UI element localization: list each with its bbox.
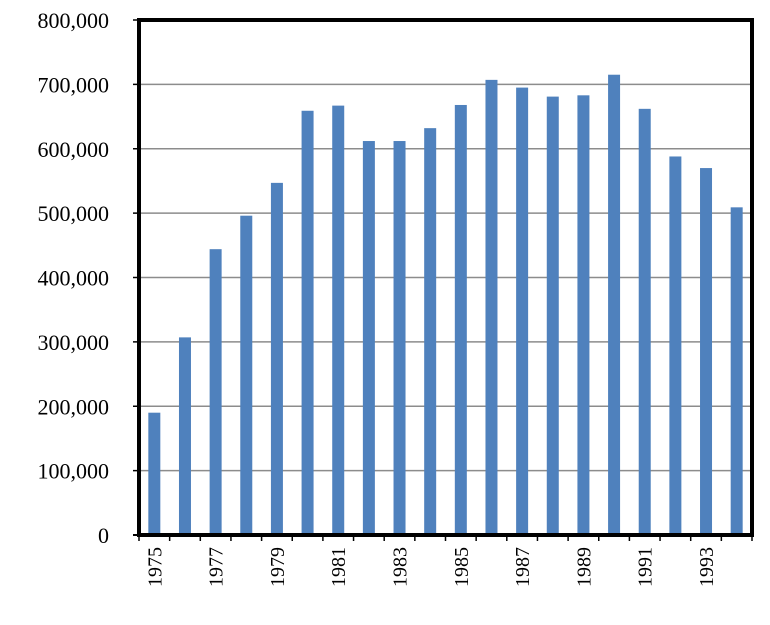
y-tick-label-3: 300,000 — [38, 330, 110, 355]
x-tick-label-1993: 1993 — [696, 547, 718, 587]
x-tick-label-1987: 1987 — [512, 547, 534, 587]
bar-1992 — [669, 156, 682, 535]
bar-1985 — [454, 104, 467, 535]
bar-1987 — [516, 87, 529, 535]
gridlines — [139, 83, 752, 472]
bar-1977 — [209, 249, 222, 536]
bar-1984 — [424, 128, 437, 535]
x-tick-label-1985: 1985 — [451, 547, 473, 587]
plot-frame — [137, 18, 754, 537]
x-tick-label-1989: 1989 — [573, 547, 595, 587]
bar-1981 — [332, 105, 345, 536]
bar-1989 — [577, 95, 590, 535]
bar-1990 — [608, 74, 621, 535]
bar-1993 — [700, 168, 713, 535]
bar-1975 — [148, 412, 161, 535]
y-tick-label-4: 400,000 — [38, 266, 110, 291]
bar-1978 — [240, 215, 253, 535]
x-tick-label-1981: 1981 — [328, 547, 350, 587]
bar-1991 — [638, 108, 651, 536]
y-tick-labels: 0 100,000 200,000 300,000 400,000 500,000 600,… — [38, 8, 110, 548]
y-tick-label-6: 600,000 — [38, 137, 110, 162]
x-tick-label-1975: 1975 — [144, 547, 166, 587]
bar-1982 — [362, 141, 375, 535]
bar-1979 — [270, 182, 283, 535]
bars — [148, 74, 743, 536]
y-tick-label-0: 0 — [98, 523, 109, 548]
y-tick-label-2: 200,000 — [38, 394, 110, 419]
bar-1994 — [730, 207, 743, 536]
x-tick-labels: 1975 1977 1979 1981 1983 1985 1987 1989 1991 1993 — [144, 547, 718, 587]
bar-1976 — [178, 337, 191, 535]
x-tick-label-1977: 1977 — [206, 547, 228, 587]
y-tick-label-7: 700,000 — [38, 72, 110, 97]
x-tick-label-1991: 1991 — [635, 547, 657, 587]
bar-1986 — [485, 79, 498, 536]
y-tick-label-5: 500,000 — [38, 201, 110, 226]
bar-1983 — [393, 141, 406, 535]
x-tick-label-1979: 1979 — [267, 547, 289, 587]
bar-1980 — [301, 110, 314, 536]
y-tick-label-1: 100,000 — [38, 459, 110, 484]
axes — [133, 19, 753, 541]
bar-1988 — [546, 96, 559, 535]
x-tick-label-1983: 1983 — [390, 547, 412, 587]
y-tick-label-8: 800,000 — [38, 8, 110, 33]
